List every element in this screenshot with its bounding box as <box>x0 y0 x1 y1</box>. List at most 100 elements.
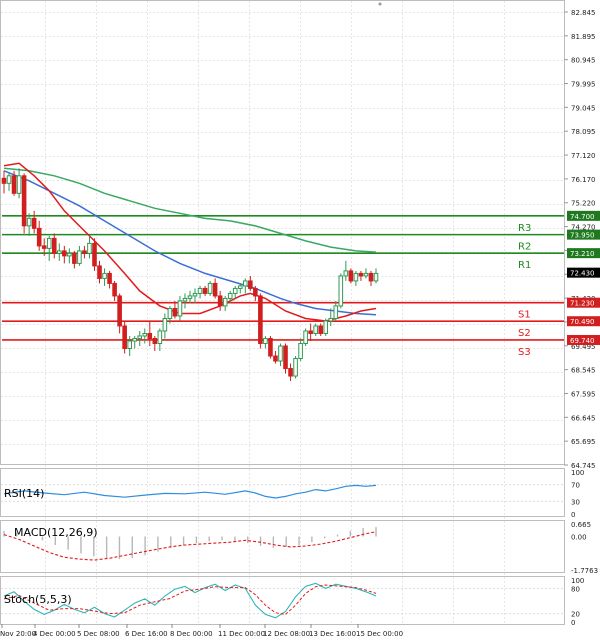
candle <box>343 260 349 281</box>
time-tick-label: 13 Dec 16:00 <box>309 630 356 638</box>
candle <box>298 338 303 362</box>
level-label-s2: S2 <box>518 328 531 339</box>
rsi-tick-label: 70 <box>571 482 580 490</box>
ma-fast-line <box>3 162 377 322</box>
candle <box>127 335 132 357</box>
candle <box>1 170 7 194</box>
candle <box>26 213 32 236</box>
candle <box>333 300 339 321</box>
candle <box>197 285 203 299</box>
rsi-tick-label: 100 <box>571 469 584 477</box>
candle <box>82 245 87 259</box>
candle <box>157 328 163 351</box>
stoch-tick-label: 0 <box>571 619 575 627</box>
stoch-tick-label: 80 <box>571 585 580 593</box>
candle <box>72 250 77 269</box>
candle <box>137 330 143 346</box>
candle <box>258 293 263 349</box>
candle <box>67 248 72 264</box>
price-tick-label: 66.645 <box>571 414 596 422</box>
price-tick-label: 69.495 <box>571 343 596 351</box>
candle <box>202 285 208 296</box>
level-price-tag-r3-bg <box>567 210 600 221</box>
candle <box>232 285 238 299</box>
candle <box>363 268 369 279</box>
candle <box>117 293 122 334</box>
price-tick-label: 65.695 <box>571 438 596 446</box>
time-tick-label: 6 Dec 16:00 <box>125 630 168 638</box>
level-label-r1: R1 <box>518 260 531 271</box>
time-tick-label: 12 Dec 08:00 <box>263 630 310 638</box>
current-price-tag-bg <box>567 267 600 278</box>
level-price-tag-s1: 71.230 <box>570 300 595 308</box>
candle <box>242 278 248 294</box>
price-tick-label: 79.045 <box>571 104 596 112</box>
stoch-k-line <box>3 582 377 619</box>
candle <box>56 243 62 261</box>
time-gridlines <box>45 1 505 624</box>
candle <box>237 283 243 294</box>
candle <box>263 335 268 349</box>
candle <box>227 290 233 304</box>
ma-mid-line <box>3 170 377 316</box>
candle <box>6 173 12 191</box>
candle <box>142 328 148 344</box>
candle <box>303 328 308 346</box>
level-label-s3: S3 <box>518 347 531 358</box>
candle <box>152 335 158 351</box>
level-price-tag-r3: 74.700 <box>570 213 595 221</box>
candle <box>167 305 173 324</box>
candle <box>313 323 318 336</box>
candle <box>353 270 359 286</box>
candle <box>77 245 82 266</box>
candle <box>36 220 42 251</box>
candle <box>308 323 313 341</box>
level-price-tag-r2-bg <box>567 229 600 240</box>
stoch-tick-label: 100 <box>571 577 584 585</box>
candle <box>253 285 258 301</box>
candle <box>192 288 198 304</box>
candle <box>293 356 298 379</box>
stoch-d-line <box>3 584 377 615</box>
price-tick-label: 80.945 <box>571 57 596 65</box>
rsi-tick-label: 30 <box>571 498 580 506</box>
price-tick-label: 74.270 <box>571 224 596 232</box>
candle <box>217 290 223 311</box>
stoch-panel-frame <box>0 576 565 625</box>
candle <box>107 270 112 289</box>
candle <box>278 343 283 367</box>
candle <box>87 235 92 259</box>
candle <box>358 270 364 281</box>
level-label-r2: R2 <box>518 242 531 253</box>
time-axis: Nov 20:004 Dec 00:00 5 Dec 08:00 6 Dec 16:… <box>0 624 403 638</box>
rsi-panel-frame <box>0 468 565 517</box>
macd-tick-label: 0.00 <box>571 534 587 542</box>
candle <box>368 270 374 286</box>
macd-signal-line <box>3 531 377 561</box>
macd-tick-label: 0.665 <box>571 521 591 529</box>
time-tick-label: 4 Dec 00:00 <box>33 630 76 638</box>
candle <box>283 343 288 374</box>
rsi-label: RSI(14) <box>4 487 44 500</box>
candle <box>31 210 37 234</box>
candle <box>62 245 67 264</box>
price-panel-frame <box>0 0 565 465</box>
time-tick-label: 11 Dec 00:00 <box>218 630 265 638</box>
candle <box>41 238 47 256</box>
rsi-tick-label: 0 <box>571 511 575 519</box>
candle <box>177 295 183 321</box>
macd-label: MACD(12,26,9) <box>14 526 98 539</box>
candle <box>16 168 22 199</box>
candle <box>222 295 228 311</box>
price-tags: 74.700 73.950 73.210 71.230 70.490 69.740 72.4… <box>567 210 600 345</box>
level-price-tag-r2: 73.950 <box>570 232 595 240</box>
candle <box>162 313 168 339</box>
time-tick-label: 15 Dec 00:00 <box>356 630 403 638</box>
level-price-tag-s2-bg <box>567 316 600 327</box>
rsi-line <box>3 484 377 499</box>
time-tick-label: 8 Dec 00:00 <box>170 630 213 638</box>
candle <box>132 335 138 349</box>
macd-panel-frame <box>0 520 565 573</box>
candle <box>92 238 97 271</box>
